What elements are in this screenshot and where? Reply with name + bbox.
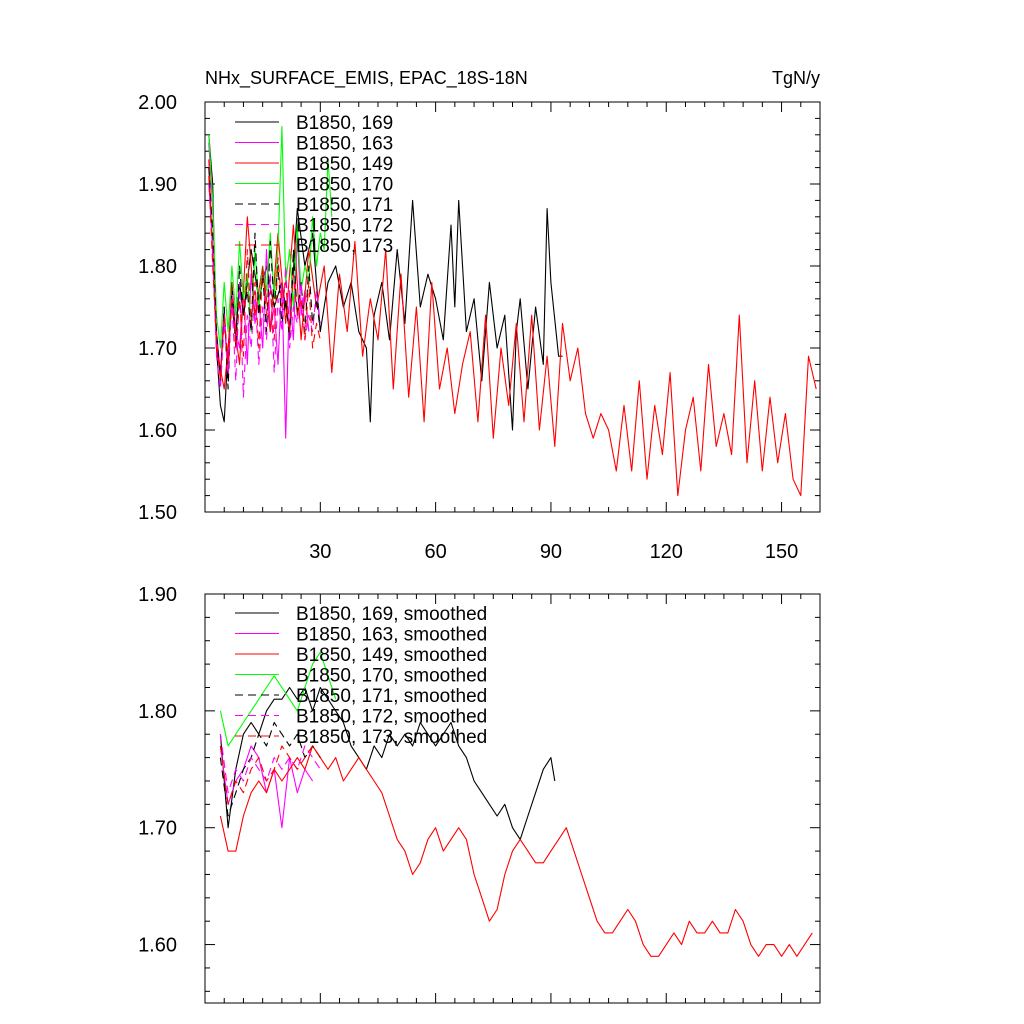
legend-label: B1850, 163: [296, 134, 393, 155]
series-line-b1850-169: [208, 134, 563, 431]
series-lines: [208, 126, 817, 497]
legend-label: B1850, 170, smoothed: [296, 666, 487, 687]
legend-label: B1850, 171, smoothed: [296, 686, 487, 707]
legend-label: B1850, 149: [296, 154, 393, 175]
legend-label: B1850, 173: [296, 236, 393, 257]
x-tick-label: 30: [309, 541, 331, 563]
y-tick-label: 1.80: [138, 256, 177, 278]
series-line-b1850-170-smoothed: [219, 651, 337, 747]
series-line-b1850-172-smoothed: [219, 734, 321, 794]
x-tick-label: 150: [765, 541, 798, 563]
series-line-b1850-169-smoothed: [219, 686, 556, 840]
y-tick-label: 1.50: [138, 502, 177, 524]
y-tick-label: 2.00: [138, 92, 177, 114]
legend-label: B1850, 172, smoothed: [296, 707, 487, 728]
y-tick-label: 1.70: [138, 818, 177, 840]
series-lines: [219, 651, 813, 957]
legend-label: B1850, 169: [296, 113, 393, 134]
legend-label: B1850, 171: [296, 195, 393, 216]
x-tick-label: 120: [650, 541, 683, 563]
y-tick-label: 1.70: [138, 338, 177, 360]
legend-label: B1850, 163, smoothed: [296, 625, 487, 646]
y-tick-label: 1.60: [138, 935, 177, 957]
y-tick-label: 1.80: [138, 701, 177, 723]
legend-label: B1850, 172: [296, 216, 393, 237]
legend-label: B1850, 169, smoothed: [296, 604, 487, 625]
y-tick-label: 1.60: [138, 420, 177, 442]
series-line-b1850-170: [208, 126, 333, 349]
x-tick-label: 60: [425, 541, 447, 563]
series-line-b1850-171-smoothed: [219, 721, 321, 817]
series-line-b1850-172: [208, 183, 321, 398]
units-label: TgN/y: [772, 68, 820, 88]
series-line-b1850-173: [208, 175, 321, 382]
y-tick-label: 1.90: [138, 584, 177, 606]
chart-title: NHx_SURFACE_EMIS, EPAC_18S-18N: [205, 68, 528, 89]
top-panel: NHx_SURFACE_EMIS, EPAC_18S-18N TgN/y 30 60 9…: [138, 68, 821, 563]
x-tick-label: 90: [540, 541, 562, 563]
series-line-b1850-173-smoothed: [219, 745, 321, 805]
legend-label: B1850, 173, smoothed: [296, 727, 487, 748]
legend-label: B1850, 170: [296, 175, 393, 196]
legend-label: B1850, 149, smoothed: [296, 645, 487, 666]
y-tick-label: 1.90: [138, 174, 177, 196]
